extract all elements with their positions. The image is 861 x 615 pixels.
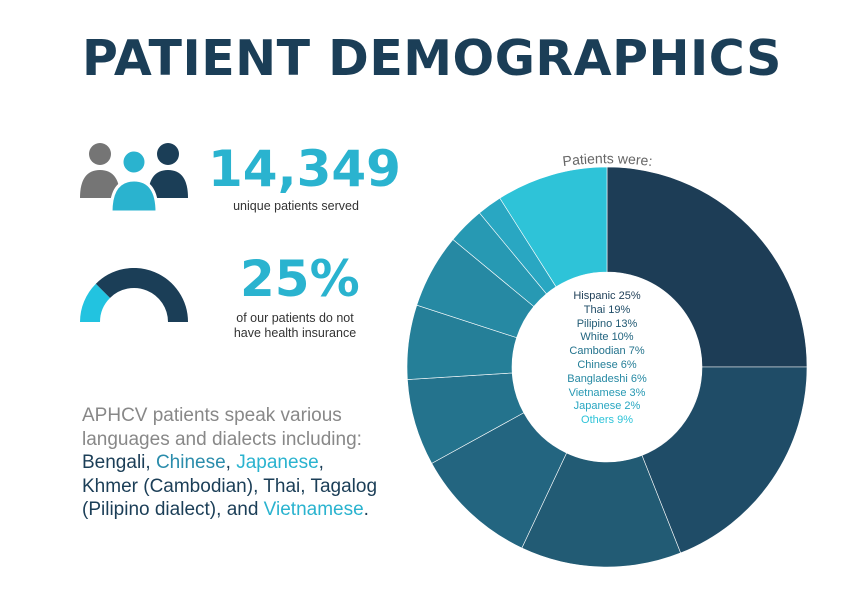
- language-bengali: Bengali: [82, 452, 146, 473]
- legend-item-chinese: Chinese 6%: [577, 358, 637, 371]
- languages-intro: APHCV patients speak various languages a…: [82, 405, 362, 450]
- donut-slice-others: [499, 166, 608, 288]
- language-tagalog: Tagalog (Pilipino dialect): [82, 475, 378, 521]
- patients-served-value: 14,349: [208, 140, 401, 198]
- language-end: .: [363, 499, 369, 520]
- legend-item-japanese: Japanese 2%: [573, 400, 641, 413]
- people-group-icon: [80, 143, 188, 214]
- legend-item-white: White 10%: [580, 331, 634, 344]
- chart-title: Patients were:: [562, 150, 654, 169]
- legend-item-hispanic: Hispanic 25%: [573, 290, 641, 302]
- patients-donut-chart: Patients were:: [406, 150, 808, 568]
- languages-list: Bengali, Chinese, Japanese, Khmer (Cambo…: [82, 452, 378, 521]
- donut-slice-thai: [641, 366, 808, 554]
- legend-item-pilipino: Pilipino 13%: [576, 317, 638, 330]
- uninsured-caption-line1: of our patients do not: [236, 311, 354, 325]
- legend-item-bangladeshi: Bangladeshi 6%: [567, 372, 647, 385]
- legend-item-thai: Thai 19%: [583, 303, 631, 316]
- legend-item-vietnamese: Vietnamese 3%: [568, 386, 646, 399]
- half-gauge-icon: [80, 268, 188, 323]
- page-title: PATIENT DEMOGRAPHICS: [82, 30, 782, 87]
- uninsured-value: 25%: [240, 250, 360, 308]
- donut-slice-hispanic: [606, 166, 808, 368]
- legend-item-cambodian: Cambodian 7%: [569, 345, 645, 358]
- language-japanese: Japanese: [236, 452, 319, 473]
- language-khmer: Khmer (Cambodian): [82, 475, 254, 497]
- uninsured-caption: of our patients do not have health insur…: [220, 311, 370, 341]
- language-thai: Thai: [263, 475, 301, 497]
- patients-served-caption: unique patients served: [233, 199, 359, 213]
- languages-block: APHCV patients speak various languages a…: [82, 404, 382, 522]
- legend-item-others: Others 9%: [581, 414, 633, 427]
- language-chinese: Chinese: [155, 452, 226, 473]
- chart-legend: Hispanic 25% Thai 19% Pilipino 13% White 10…: [530, 290, 684, 428]
- language-connector: and: [226, 499, 259, 520]
- language-vietnamese: Vietnamese: [263, 499, 364, 520]
- uninsured-caption-line2: have health insurance: [233, 326, 357, 340]
